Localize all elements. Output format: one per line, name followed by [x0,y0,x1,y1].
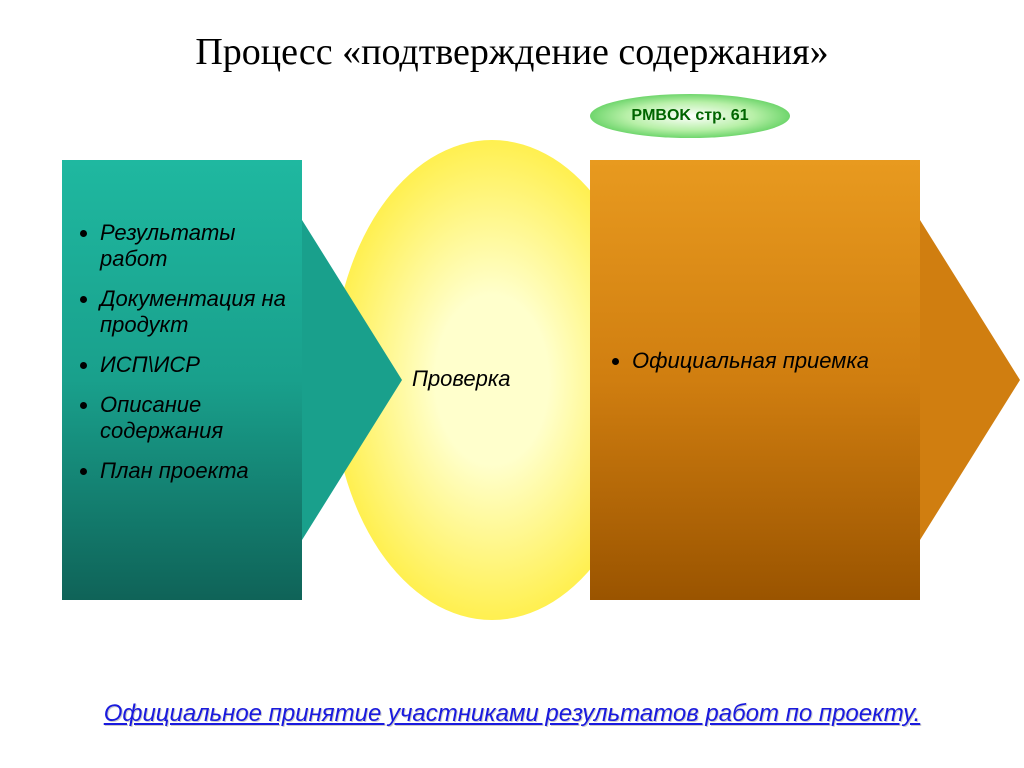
inputs-arrow-head [302,220,402,540]
list-item: Официальная приемка [632,348,870,374]
slide: Процесс «подтверждение содержания» PMBOK… [0,0,1024,768]
inputs-list: Результаты работ Документация на продукт И… [78,220,298,498]
list-item: Описание содержания [100,392,298,444]
outputs-arrow-head [920,220,1020,540]
list-item: Проверка [412,366,511,392]
list-item: Результаты работ [100,220,298,272]
footer-caption: Официальное принятие участниками результ… [0,700,1024,728]
process-oval-text: Проверка [390,366,511,406]
list-item: ИСП\ИСР [100,352,298,378]
reference-badge: PMBOK стр. 61 [590,94,790,138]
list-item: Документация на продукт [100,286,298,338]
reference-badge-label: PMBOK стр. 61 [631,107,748,125]
outputs-list: Официальная приемка [610,348,870,388]
list-item: План проекта [100,458,298,484]
slide-title: Процесс «подтверждение содержания» [0,30,1024,74]
